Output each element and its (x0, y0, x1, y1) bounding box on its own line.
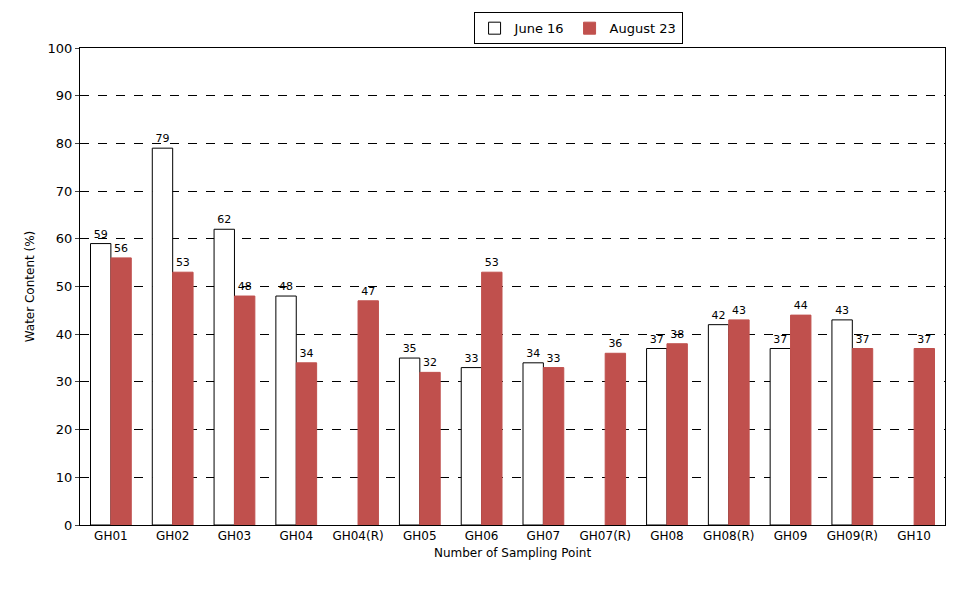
svg-text:32: 32 (423, 356, 437, 369)
svg-text:GH07: GH07 (527, 529, 561, 543)
svg-text:37: 37 (650, 333, 664, 346)
svg-text:20: 20 (56, 422, 73, 437)
svg-text:GH08(R): GH08(R) (703, 529, 754, 543)
svg-text:62: 62 (217, 213, 231, 226)
svg-text:50: 50 (56, 279, 73, 294)
svg-text:0: 0 (64, 518, 72, 533)
svg-text:56: 56 (114, 242, 128, 255)
svg-text:GH02: GH02 (156, 529, 190, 543)
svg-text:33: 33 (464, 352, 478, 365)
svg-text:August 23: August 23 (610, 21, 676, 36)
svg-text:44: 44 (794, 299, 808, 312)
svg-text:37: 37 (917, 333, 931, 346)
svg-text:53: 53 (485, 256, 499, 269)
svg-text:59: 59 (94, 228, 108, 241)
svg-text:GH04: GH04 (279, 529, 313, 543)
svg-text:53: 53 (176, 256, 190, 269)
svg-text:GH09(R): GH09(R) (827, 529, 878, 543)
svg-text:35: 35 (403, 342, 417, 355)
svg-text:47: 47 (361, 285, 375, 298)
svg-text:33: 33 (547, 352, 561, 365)
svg-text:38: 38 (670, 328, 684, 341)
svg-text:60: 60 (56, 231, 73, 246)
svg-text:43: 43 (835, 304, 849, 317)
svg-text:36: 36 (608, 337, 622, 350)
svg-text:80: 80 (56, 136, 73, 151)
svg-text:79: 79 (155, 132, 169, 145)
svg-text:Water Content (%): Water Content (%) (23, 231, 37, 343)
svg-text:40: 40 (56, 327, 73, 342)
svg-text:34: 34 (299, 347, 313, 360)
svg-text:GH09: GH09 (774, 529, 808, 543)
svg-text:GH08: GH08 (650, 529, 684, 543)
svg-text:34: 34 (526, 347, 540, 360)
svg-text:37: 37 (856, 333, 870, 346)
svg-text:GH05: GH05 (403, 529, 437, 543)
svg-text:48: 48 (238, 280, 252, 293)
svg-text:Number of Sampling Point: Number of Sampling Point (434, 546, 591, 560)
svg-text:90: 90 (56, 88, 73, 103)
svg-text:GH06: GH06 (465, 529, 499, 543)
svg-text:GH07(R): GH07(R) (580, 529, 631, 543)
svg-text:GH03: GH03 (218, 529, 252, 543)
svg-text:June 16: June 16 (514, 21, 564, 36)
svg-text:GH10: GH10 (897, 529, 931, 543)
svg-text:43: 43 (732, 304, 746, 317)
svg-text:GH04(R): GH04(R) (332, 529, 383, 543)
svg-text:48: 48 (279, 280, 293, 293)
svg-text:30: 30 (56, 374, 73, 389)
svg-text:100: 100 (48, 41, 73, 56)
svg-text:42: 42 (712, 309, 726, 322)
svg-text:70: 70 (56, 184, 73, 199)
svg-text:10: 10 (56, 470, 73, 485)
svg-text:37: 37 (773, 333, 787, 346)
svg-text:GH01: GH01 (94, 529, 128, 543)
